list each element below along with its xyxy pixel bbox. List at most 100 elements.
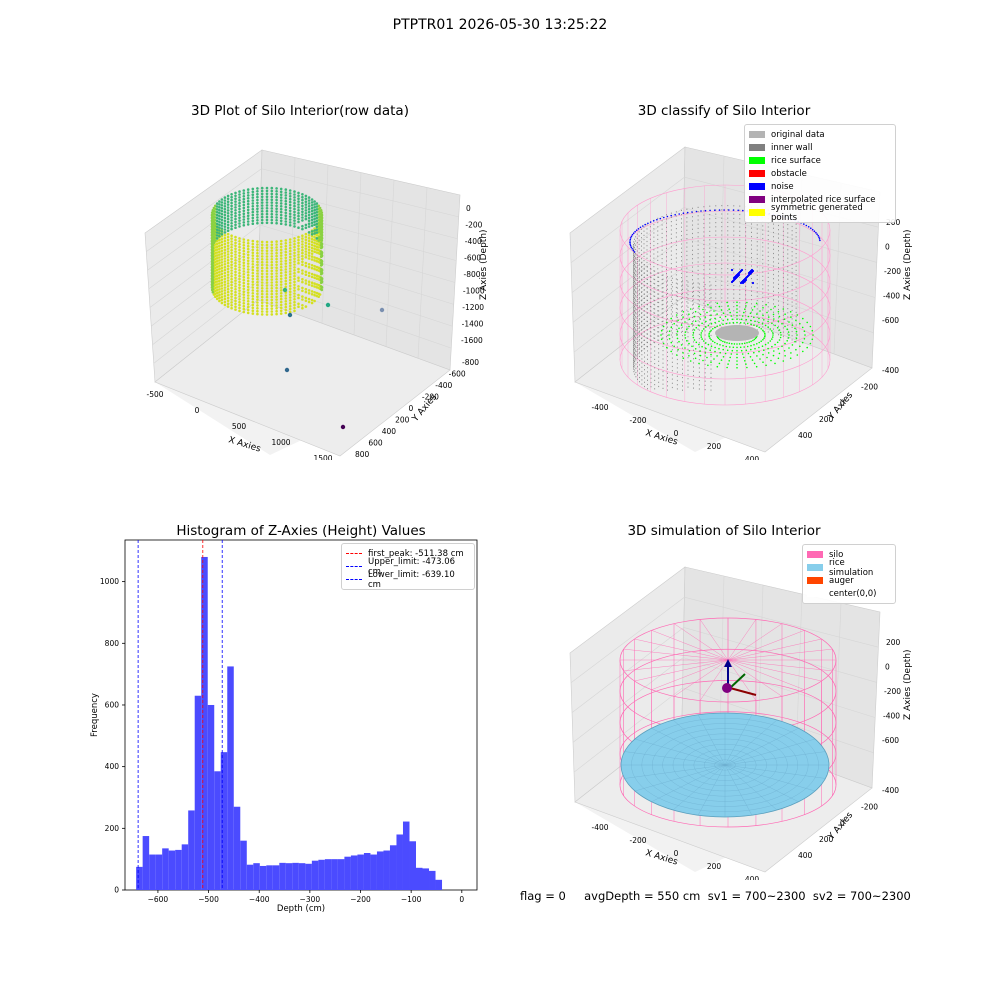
classify-legend-label: obstacle <box>771 168 807 179</box>
raw-y-tick: 400 <box>382 427 397 436</box>
histogram-bar <box>220 752 228 890</box>
raw-x-tick: -500 <box>146 390 163 399</box>
classify-legend-entry: noise <box>749 180 891 193</box>
histogram-bar <box>227 666 234 890</box>
histogram-bar <box>136 866 143 890</box>
histogram-bar <box>324 859 332 890</box>
histogram-y-axis-label: Frequency <box>90 693 100 737</box>
histogram-bar <box>253 863 260 890</box>
raw-y-tick: 800 <box>355 450 370 459</box>
histogram-legend-swatch <box>346 553 362 554</box>
classify-z-tick: 0 <box>885 243 890 252</box>
simulation-z-tick: 0 <box>885 663 890 672</box>
classify-legend-entry: interpolated rice surface <box>749 193 891 206</box>
histogram-bar <box>149 854 156 890</box>
raw-y-tick: -600 <box>449 370 466 379</box>
histogram-bar <box>168 850 176 890</box>
classify-legend-entry: obstacle <box>749 167 891 180</box>
raw-y-tick: -200 <box>422 393 439 402</box>
raw-z-tick: -800 <box>464 270 481 279</box>
classify-x-tick: 0 <box>674 429 679 438</box>
histogram-bar <box>155 854 163 890</box>
raw-x-tick: 500 <box>232 422 247 431</box>
histogram-bar <box>389 845 397 890</box>
histogram-x-tick: −300 <box>300 895 321 904</box>
simulation-legend-swatch <box>807 551 823 558</box>
histogram-bar <box>285 863 293 890</box>
histogram-bar <box>201 556 208 890</box>
simulation-legend-entry: silo <box>807 548 891 561</box>
histogram-y-tick: 600 <box>105 700 120 709</box>
histogram-x-axis-label: Depth (cm) <box>277 904 325 914</box>
histogram-legend-entry: first_peak: -511.38 cm <box>346 547 470 560</box>
raw-y-tick: 200 <box>395 416 410 425</box>
raw-x-tick: 0 <box>195 406 200 415</box>
simulation-legend-swatch <box>807 590 823 597</box>
raw-y-tick: -800 <box>462 358 479 367</box>
simulation-legend-entry: center(0,0) <box>807 587 891 600</box>
simulation-y-tick: 0 <box>840 819 845 828</box>
histogram-bar <box>337 859 345 890</box>
histogram-bar <box>175 849 182 890</box>
histogram-legend-entry: Lower_limit: -639.10 cm <box>346 570 470 590</box>
classify-y-tick: -200 <box>861 382 878 391</box>
classify-legend-swatch <box>749 131 765 138</box>
histogram-bar <box>240 840 247 890</box>
histogram-bar <box>305 863 312 890</box>
raw-x-tick: 1500 <box>313 454 332 460</box>
classify-legend-swatch <box>749 144 765 151</box>
raw-plot-title: 3D Plot of Silo Interior(row data) <box>191 103 409 119</box>
simulation-legend-swatch <box>807 577 823 584</box>
histogram-x-tick: −600 <box>148 895 169 904</box>
simulation-y-tick: -200 <box>861 802 878 811</box>
histogram-x-tick: −400 <box>249 895 270 904</box>
classify-y-tick: 0 <box>840 399 845 408</box>
histogram-bar <box>266 865 273 890</box>
raw-z-tick: -1200 <box>462 303 484 312</box>
histogram-x-tick: −200 <box>350 895 371 904</box>
classify-plot-title: 3D classify of Silo Interior <box>637 103 811 119</box>
classify-x-tick: -400 <box>591 403 608 412</box>
classify-y-tick: -400 <box>882 366 899 375</box>
simulation-x-tick: 400 <box>745 875 760 880</box>
histogram-bar <box>214 771 221 890</box>
histogram-bar <box>259 865 267 890</box>
classify-legend-swatch <box>749 196 765 203</box>
classify-legend-label: interpolated rice surface <box>771 194 876 205</box>
figure-title: PTPTR01 2026-05-30 13:25:22 <box>392 17 608 33</box>
histogram-bar <box>233 806 241 890</box>
raw-z-tick: 0 <box>466 204 471 213</box>
simulation-legend-entry: auger <box>807 574 891 587</box>
histogram-y-tick: 200 <box>105 824 120 833</box>
histogram-bar <box>370 854 377 890</box>
histogram-bar <box>435 879 443 890</box>
classify-3d-plot: -400-20002004004002000-200-4002000-200-4… <box>569 146 913 460</box>
classify-legend-label: noise <box>771 181 794 192</box>
simulation-z-tick: -400 <box>883 712 900 721</box>
simulation-x-tick: -200 <box>629 836 646 845</box>
classify-legend-swatch <box>749 157 765 164</box>
simulation-legend-label: rice simulation <box>829 557 874 578</box>
histogram-plot-area <box>124 539 478 891</box>
simulation-y-tick: -400 <box>882 786 899 795</box>
histogram-bar <box>162 848 169 890</box>
histogram-bar <box>422 868 430 890</box>
simulation-z-axis-label: Z Axies (Depth) <box>903 649 913 720</box>
classify-x-tick: 200 <box>707 442 722 451</box>
simulation-x-tick: -400 <box>591 823 608 832</box>
histogram-legend: first_peak: -511.38 cm Upper_limit: -473.… <box>341 543 475 590</box>
classify-legend-label: symmetric generated points <box>771 202 863 223</box>
classify-legend-entry: original data <box>749 128 891 141</box>
histogram-bar <box>416 867 423 890</box>
classify-z-axis-label: Z Axies (Depth) <box>903 229 913 300</box>
histogram-x-tick: −100 <box>401 895 422 904</box>
classify-z-tick: -400 <box>883 292 900 301</box>
simulation-x-tick: 200 <box>707 862 722 871</box>
histogram-bar <box>311 860 319 890</box>
auger-axes-marker <box>722 659 757 696</box>
histogram-bar <box>292 862 299 890</box>
histogram-bar <box>188 810 195 890</box>
raw-z-tick: -1600 <box>461 336 483 345</box>
histogram-bar <box>279 862 286 890</box>
raw-data-points <box>210 186 385 430</box>
